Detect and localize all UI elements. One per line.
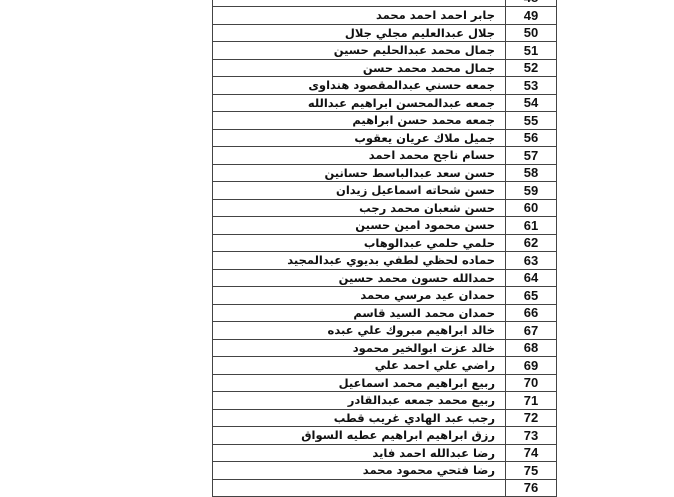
number-cell: 74	[505, 443, 557, 462]
name-cell: حلمي حلمي عبدالوهاب	[212, 233, 506, 252]
table-row: حماده لحظي لطفي بديوي عبدالمجيد 63	[212, 251, 557, 270]
table-row: رجب عبد الهادي غريب قطب 72	[212, 408, 557, 427]
number-cell: 76	[505, 478, 557, 497]
name-cell: حسن محمود امين حسين	[212, 216, 506, 235]
name-cell: رزق ابراهيم ابراهيم عطيه السواق	[212, 426, 506, 445]
name-cell: خالد عزت ابوالخير محمود	[212, 338, 506, 357]
name-cell: رضا عبدالله احمد فايد	[212, 443, 506, 462]
table-row: رضا فتحي محمود محمد 75	[212, 461, 557, 480]
number-cell: 73	[505, 426, 557, 445]
number-cell: 72	[505, 408, 557, 427]
table-row: حسن محمود امين حسين 61	[212, 216, 557, 235]
table-row: جميل ملاك عريان يعقوب 56	[212, 128, 557, 147]
name-cell: خالد ابراهيم مبروك علي عبده	[212, 321, 506, 340]
name-cell: جمال محمد عبدالحليم حسين	[212, 41, 506, 60]
table-row: حمدالله حسون محمد حسين 64	[212, 268, 557, 287]
table-row: حلمي حلمي عبدالوهاب 62	[212, 233, 557, 252]
name-cell: رجب عبد الهادي غريب قطب	[212, 408, 506, 427]
number-cell: 53	[505, 76, 557, 95]
table-row: حسن شحاته اسماعيل زيدان 59	[212, 181, 557, 200]
number-cell: 71	[505, 391, 557, 410]
number-cell: 57	[505, 146, 557, 165]
name-cell: حمدالله حسون محمد حسين	[212, 268, 506, 287]
number-cell: 66	[505, 303, 557, 322]
name-cell: راضي علي احمد علي	[212, 356, 506, 375]
name-cell: جمعه عبدالمحسن ابراهيم عبدالله	[212, 93, 506, 112]
table-row: خالد ابراهيم مبروك علي عبده 67	[212, 321, 557, 340]
table-row: راضي علي احمد علي 69	[212, 356, 557, 375]
table-row: ربيع محمد جمعه عبدالقادر 71	[212, 391, 557, 410]
number-cell: 68	[505, 338, 557, 357]
number-cell: 60	[505, 198, 557, 217]
number-cell: 61	[505, 216, 557, 235]
table-row: رضا عبدالله احمد فايد 74	[212, 443, 557, 462]
number-cell: 62	[505, 233, 557, 252]
name-cell: ربيع ابراهيم محمد اسماعيل	[212, 373, 506, 392]
name-cell: حماده لحظي لطفي بديوي عبدالمجيد	[212, 251, 506, 270]
name-cell: حسن سعد عبدالباسط حسانين	[212, 163, 506, 182]
table-row: جابر احمد احمد محمد 49	[212, 6, 557, 25]
table-row: رزق ابراهيم ابراهيم عطيه السواق 73	[212, 426, 557, 445]
name-cell: جلال عبدالعليم مجلي جلال	[212, 23, 506, 42]
number-cell: 63	[505, 251, 557, 270]
name-cell: جمال محمد محمد حسن	[212, 58, 506, 77]
number-cell: 65	[505, 286, 557, 305]
table-row: حسن سعد عبدالباسط حسانين 58	[212, 163, 557, 182]
number-cell: 55	[505, 111, 557, 130]
table-row: حمدان محمد السيد قاسم 66	[212, 303, 557, 322]
table-row: جمعه محمد حسن ابراهيم 55	[212, 111, 557, 130]
name-cell	[212, 478, 506, 497]
number-cell: 54	[505, 93, 557, 112]
table-row: ربيع ابراهيم محمد اسماعيل 70	[212, 373, 557, 392]
table-row: جلال عبدالعليم مجلي جلال 50	[212, 23, 557, 42]
name-cell: جمعه حسني عبدالمقصود هنداوى	[212, 76, 506, 95]
number-cell: 69	[505, 356, 557, 375]
number-cell: 52	[505, 58, 557, 77]
table-row: جمعه عبدالمحسن ابراهيم عبدالله 54	[212, 93, 557, 112]
table-row: 76	[212, 478, 557, 497]
number-cell: 58	[505, 163, 557, 182]
number-cell: 49	[505, 6, 557, 25]
number-cell: 50	[505, 23, 557, 42]
table-row: خالد عزت ابوالخير محمود 68	[212, 338, 557, 357]
name-cell: جابر احمد احمد محمد	[212, 6, 506, 25]
name-cell: حسن شحاته اسماعيل زيدان	[212, 181, 506, 200]
number-cell: 70	[505, 373, 557, 392]
name-cell: حمدان محمد السيد قاسم	[212, 303, 506, 322]
table-row: حسن شعبان محمد رجب 60	[212, 198, 557, 217]
number-cell: 75	[505, 461, 557, 480]
table-row: حمدان عيد مرسي محمد 65	[212, 286, 557, 305]
number-cell: 67	[505, 321, 557, 340]
name-cell: رضا فتحي محمود محمد	[212, 461, 506, 480]
table-row: جمعه حسني عبدالمقصود هنداوى 53	[212, 76, 557, 95]
name-cell: جمعه محمد حسن ابراهيم	[212, 111, 506, 130]
table-row: جمال محمد عبدالحليم حسين 51	[212, 41, 557, 60]
number-cell: 59	[505, 181, 557, 200]
name-cell: حسن شعبان محمد رجب	[212, 198, 506, 217]
name-cell: حمدان عيد مرسي محمد	[212, 286, 506, 305]
number-cell: 64	[505, 268, 557, 287]
name-cell: ربيع محمد جمعه عبدالقادر	[212, 391, 506, 410]
name-cell: حسام ناجح محمد احمد	[212, 146, 506, 165]
name-cell: جميل ملاك عريان يعقوب	[212, 128, 506, 147]
table-row: حسام ناجح محمد احمد 57	[212, 146, 557, 165]
table-row: جمال محمد محمد حسن 52	[212, 58, 557, 77]
number-cell: 56	[505, 128, 557, 147]
number-cell: 51	[505, 41, 557, 60]
